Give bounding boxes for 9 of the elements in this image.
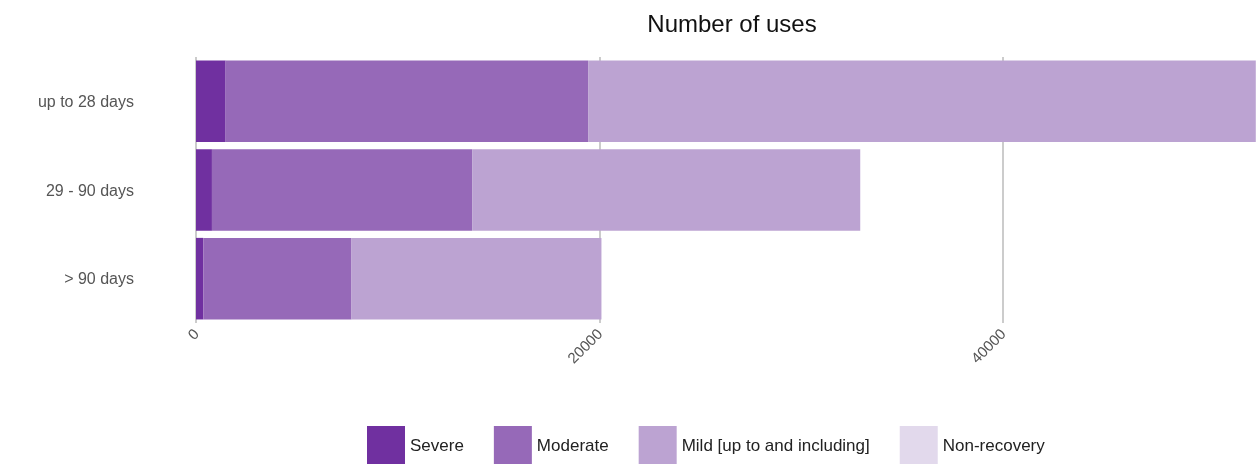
legend-label: Mild [up to and including]	[681, 435, 870, 455]
y-tick-label: > 90 days	[64, 270, 134, 288]
legend-label: Moderate	[536, 435, 609, 455]
legend-label: Non-recovery	[942, 435, 1046, 455]
x-tick-label: 0	[184, 324, 203, 343]
y-tick-label: 29 - 90 days	[45, 181, 134, 199]
y-tick-label: up to 28 days	[37, 92, 134, 110]
chart-title: Number of uses	[647, 9, 817, 37]
legend-label: Severe	[410, 435, 464, 455]
